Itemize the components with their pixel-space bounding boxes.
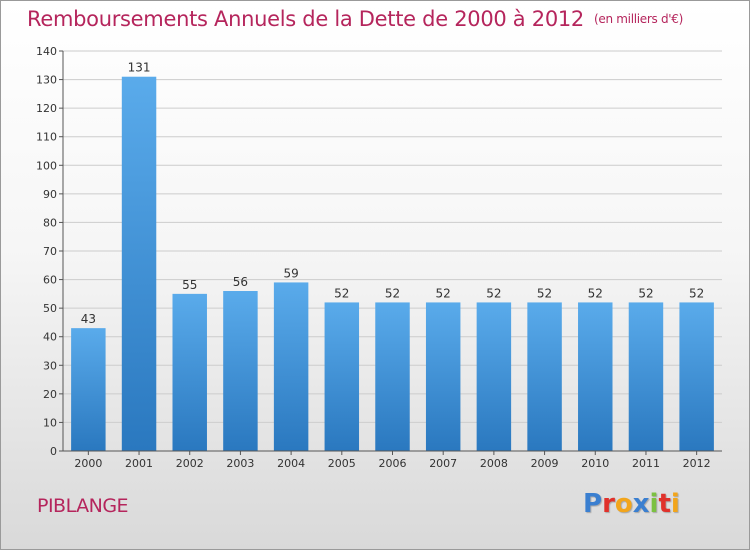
bar-value-label: 56 [233, 275, 248, 289]
y-tick-label: 70 [43, 245, 57, 258]
y-tick-label: 110 [36, 131, 57, 144]
bar-value-label: 59 [283, 266, 298, 280]
y-tick-label: 130 [36, 74, 57, 87]
x-tick-label: 2008 [480, 457, 508, 470]
x-tick-label: 2000 [74, 457, 102, 470]
logo-letter: o [614, 489, 633, 519]
bar [679, 302, 714, 451]
y-tick-label: 30 [43, 359, 57, 372]
bar [578, 302, 613, 451]
y-tick-label: 20 [43, 388, 57, 401]
y-tick-label: 100 [36, 159, 57, 172]
bar-value-label: 52 [588, 286, 603, 300]
chart-title-unit: (en milliers d'€) [594, 12, 684, 26]
x-tick-label: 2007 [429, 457, 457, 470]
bar-value-label: 55 [182, 278, 197, 292]
x-tick-label: 2002 [176, 457, 204, 470]
labels: 0 10 20 30 40 50 60 70 80 90 100 110 120 130 140 43 2000… [36, 45, 711, 470]
bar [223, 291, 258, 451]
bar-value-label: 52 [638, 286, 653, 300]
logo-letter: i [649, 489, 659, 519]
logo-letter: x [632, 489, 650, 519]
x-tick-label: 2004 [277, 457, 305, 470]
y-tick-label: 40 [43, 331, 57, 344]
y-tick-label: 0 [50, 445, 57, 458]
bar-value-label: 52 [385, 286, 400, 300]
bar-value-label: 131 [128, 61, 151, 75]
y-tick-label: 60 [43, 274, 57, 287]
logo-letter: t [658, 489, 671, 519]
bar [71, 328, 106, 451]
y-tick-label: 90 [43, 188, 57, 201]
bar-value-label: 52 [537, 286, 552, 300]
proxiti-logo: Proxiti [583, 489, 680, 519]
x-tick-label: 2006 [379, 457, 407, 470]
bar [425, 302, 461, 451]
y-tick-label: 140 [36, 45, 57, 58]
y-tick-label: 50 [43, 302, 57, 315]
logo-letter: P [583, 489, 603, 519]
x-tick-label: 2010 [581, 457, 609, 470]
bar [324, 302, 360, 451]
bar [273, 282, 309, 451]
bar-value-label: 52 [436, 286, 451, 300]
bar [628, 302, 664, 451]
x-tick-label: 2011 [632, 457, 660, 470]
y-tick-label: 120 [36, 102, 57, 115]
axes [59, 50, 722, 455]
x-tick-label: 2012 [683, 457, 711, 470]
x-tick-label: 2003 [226, 457, 254, 470]
bar-value-label: 52 [486, 286, 501, 300]
bar-value-label: 52 [689, 286, 704, 300]
logo-letter: i [670, 489, 680, 519]
bar-value-label: 52 [334, 286, 349, 300]
x-tick-label: 2005 [328, 457, 356, 470]
bar [527, 302, 562, 451]
bars [71, 76, 714, 451]
logo-letter: r [602, 489, 615, 519]
bar [375, 302, 410, 451]
bar [172, 293, 207, 451]
commune-name: PIBLANGE [37, 495, 129, 517]
bar [476, 302, 512, 451]
chart-title-text: Remboursements Annuels de la Dette de 20… [27, 7, 584, 31]
x-tick-label: 2001 [125, 457, 153, 470]
bar-value-label: 43 [81, 312, 96, 326]
bar [121, 76, 157, 451]
chart-title: Remboursements Annuels de la Dette de 20… [27, 7, 683, 31]
x-tick-label: 2009 [531, 457, 559, 470]
y-tick-label: 80 [43, 216, 57, 229]
y-tick-label: 10 [43, 416, 57, 429]
